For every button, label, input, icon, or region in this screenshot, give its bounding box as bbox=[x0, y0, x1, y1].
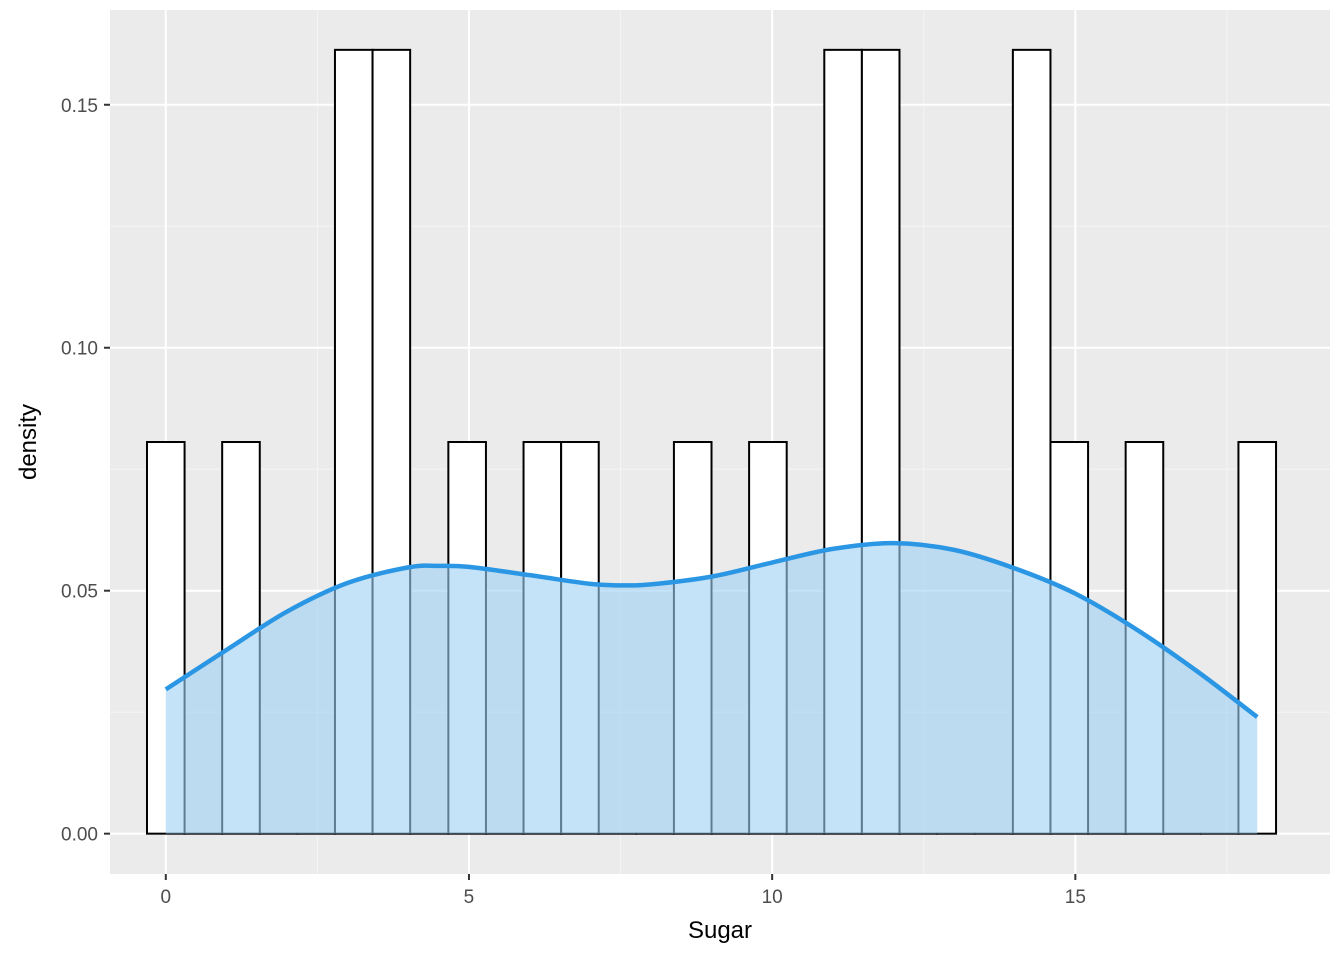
y-tick-label: 0.05 bbox=[61, 582, 98, 603]
density-area bbox=[165, 543, 1258, 834]
density-curve-line bbox=[164, 540, 1259, 719]
x-tick-label: 0 bbox=[160, 887, 171, 908]
y-axis-title: density bbox=[15, 404, 42, 480]
density-layer bbox=[164, 540, 1259, 834]
x-axis-title: Sugar bbox=[688, 917, 752, 944]
axes: 0 5 10 15 0.00 0.05 0.10 0.15 bbox=[61, 96, 1086, 908]
x-tick-label: 5 bbox=[464, 887, 475, 908]
x-tick-label: 15 bbox=[1065, 887, 1086, 908]
y-tick-label: 0.00 bbox=[61, 825, 98, 846]
y-tick-label: 0.15 bbox=[61, 96, 98, 117]
x-tick-label: 10 bbox=[762, 887, 783, 908]
y-tick-label: 0.10 bbox=[61, 339, 98, 360]
